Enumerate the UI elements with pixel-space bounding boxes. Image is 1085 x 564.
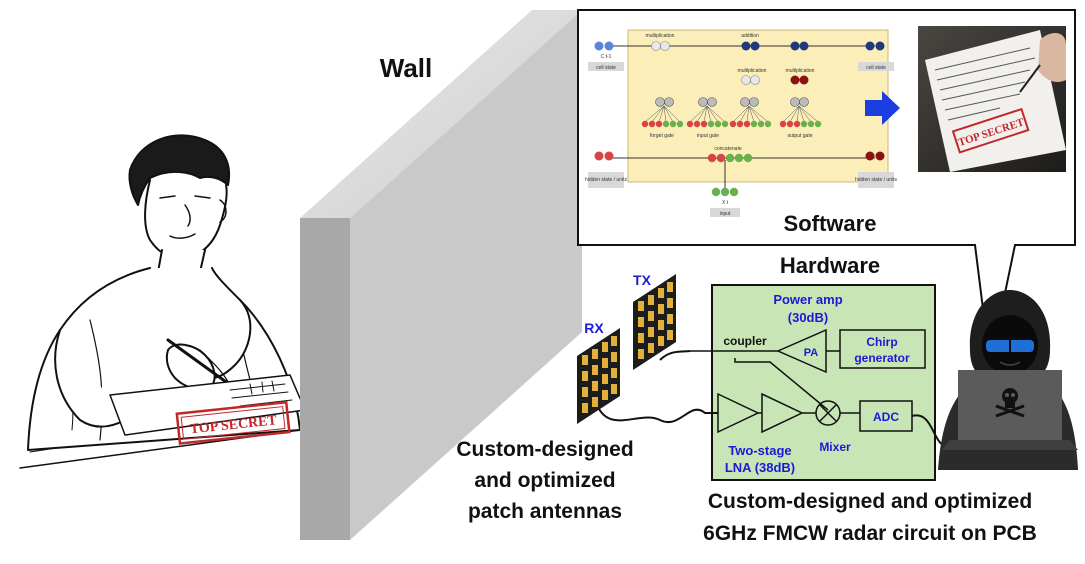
secret-note-photo: TOP SECRET <box>918 26 1066 172</box>
lstm-cell-state-out: cell state <box>866 65 886 71</box>
lna-label-2: LNA (38dB) <box>725 460 795 475</box>
wall-top <box>300 10 582 218</box>
pcb-board <box>711 284 936 481</box>
tx-antenna <box>633 274 676 370</box>
face <box>144 179 228 260</box>
hair <box>128 134 230 206</box>
rx-label: RX <box>584 320 604 336</box>
lstm-forget-gate: forget gate <box>650 133 674 139</box>
adc-label: ADC <box>873 410 899 424</box>
antennas-caption-2: and optimized <box>474 469 615 492</box>
coupler-line <box>734 358 829 411</box>
chirp-label-2: generator <box>854 351 910 365</box>
rx-antenna <box>577 328 620 424</box>
pcb-caption-1: Custom-designed and optimized <box>708 490 1032 513</box>
software-label: Software <box>784 211 877 236</box>
hardware-label: Hardware <box>780 253 880 278</box>
lstm-input-gate: input gate <box>697 133 719 139</box>
antennas-caption-3: patch antennas <box>468 500 622 523</box>
lstm-cell-state-in-label: cell state <box>596 65 616 71</box>
lstm-diagram: cell state C t-1 hidden state / units ce… <box>585 29 897 217</box>
pa-label: PA <box>804 347 819 359</box>
writing-hand <box>1038 33 1066 82</box>
pcb-caption-2: 6GHz FMCW radar circuit on PCB <box>703 522 1037 545</box>
mixer-label: Mixer <box>819 440 851 454</box>
skull-icon <box>995 388 1025 418</box>
lstm-concatenate: concatenate <box>714 146 741 152</box>
antennas-caption-1: Custom-designed <box>456 438 633 461</box>
lstm-gate-inputs <box>641 120 822 128</box>
lstm-cell-state-in: C t-1 <box>601 54 612 60</box>
power-amp-label: Power amp <box>773 292 842 307</box>
rx-cable <box>596 404 718 423</box>
wall <box>300 10 582 540</box>
lstm-addition: addition <box>741 33 759 39</box>
lstm-hidden-in-label: hidden state / units <box>585 177 627 183</box>
lstm-mult-1: multiplication <box>646 33 675 39</box>
lna-label-1: Two-stage <box>728 443 791 458</box>
writer-sketch <box>19 134 306 469</box>
coupler-label: coupler <box>723 334 767 348</box>
lstm-input-label: input <box>720 211 731 217</box>
wall-face <box>350 10 582 540</box>
power-amp-gain: (30dB) <box>788 310 828 325</box>
wall-label: Wall <box>380 53 432 83</box>
chirp-label-1: Chirp <box>866 335 897 349</box>
lstm-hidden-out-label: hidden state / units <box>855 177 897 183</box>
lstm-mult-3: multiplication <box>786 68 815 74</box>
lstm-mult-2: multiplication <box>738 68 767 74</box>
right-arrow-icon <box>865 91 900 125</box>
lstm-output-gate: output gate <box>787 133 812 139</box>
tx-label: TX <box>633 272 652 288</box>
note-paper <box>925 30 1066 172</box>
chirp-generator <box>839 329 926 369</box>
lstm-x-label: X t <box>722 200 729 206</box>
wall-side <box>300 218 350 540</box>
